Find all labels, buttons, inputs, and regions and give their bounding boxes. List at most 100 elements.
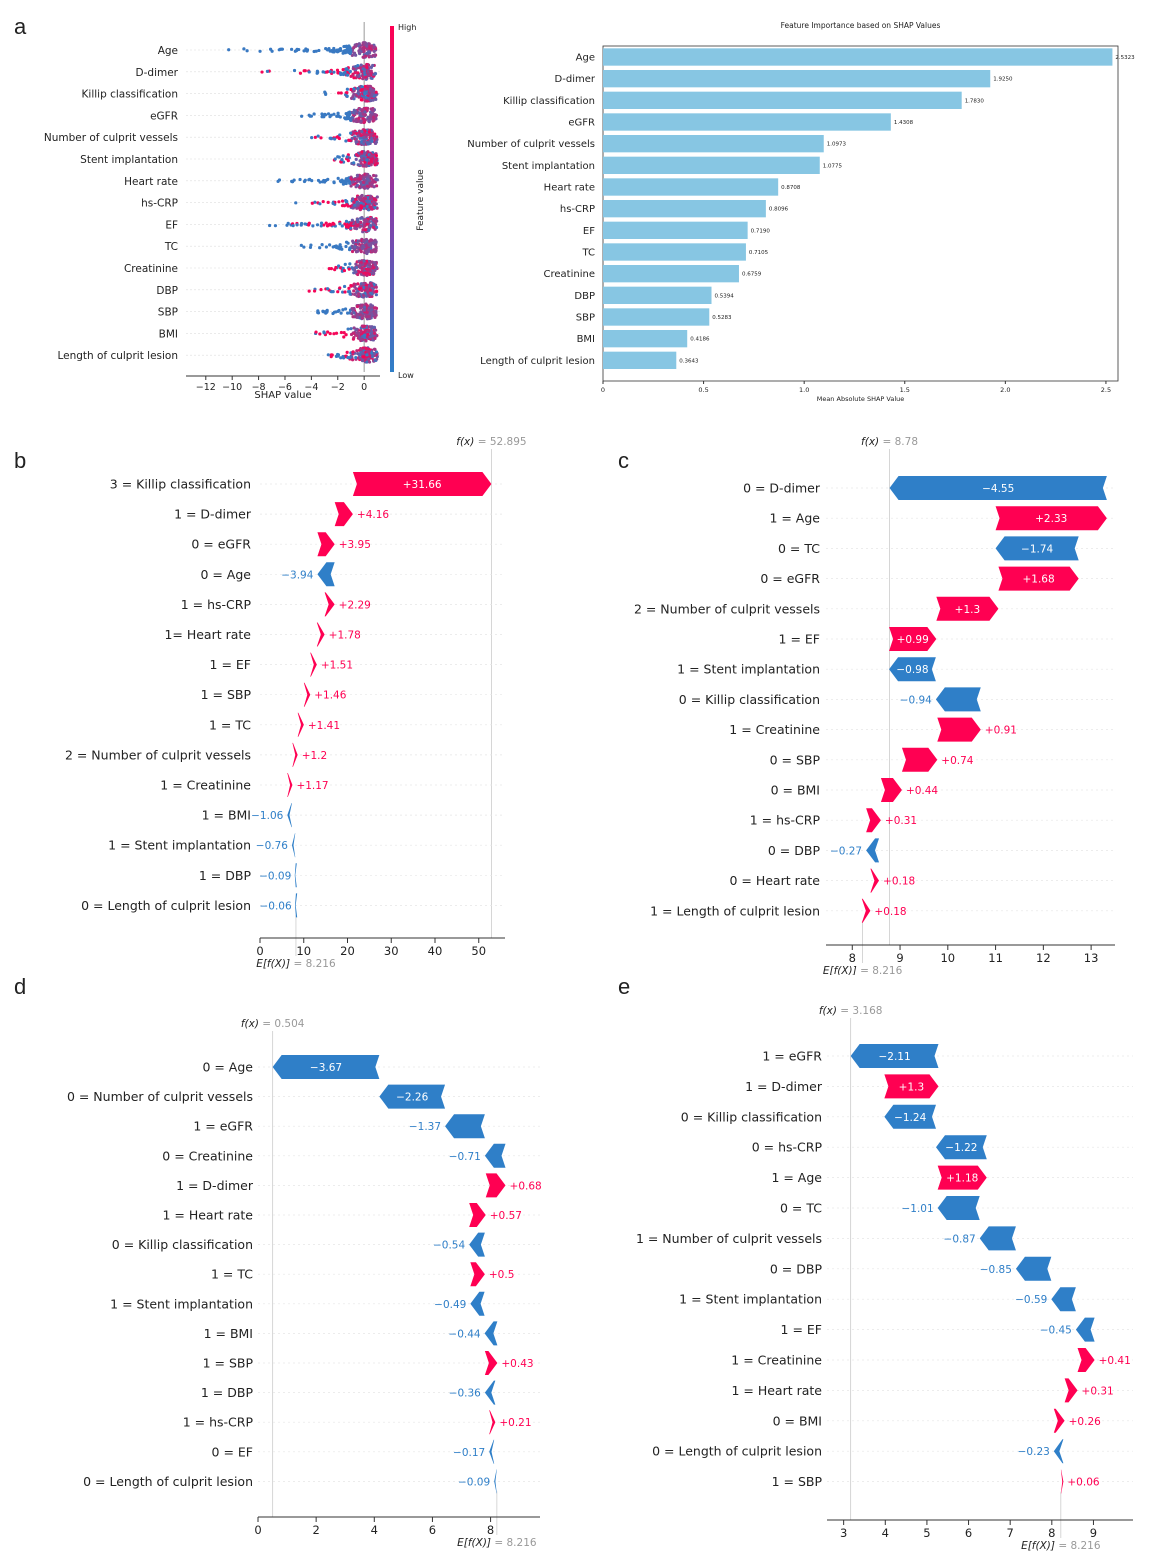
feature-label-1-bmi: 1 = BMI [202,808,251,823]
feature-label-0-killip-classification: 0 = Killip classification [679,692,820,707]
swarm-point [302,49,306,53]
swarm-point [353,197,358,202]
bar-dbp [603,286,712,304]
value-label-1-hs-crp: +0.21 [499,1417,531,1429]
swarm-point [371,115,376,119]
swarm-point [368,84,373,89]
swarm-point [352,326,356,330]
bar-1-heart-rate [316,622,325,647]
swarm-point [328,243,332,247]
bar-1-stent-implantation [1051,1287,1076,1312]
bar-1-creatinine [1077,1348,1095,1372]
bar-1-d-dimer [884,1074,939,1099]
swarm-point [365,65,369,69]
swarm-point [350,218,354,222]
feature-label-1-egfr: 1 = eGFR [193,1119,253,1134]
bar-1-ef [1075,1317,1095,1342]
bar-3-killip-classification [352,472,492,496]
bar-1-tc [470,1262,485,1287]
x-tick-label: −12 [196,382,216,393]
x-tick-label: 1.5 [900,386,910,394]
swarm-point [353,70,357,75]
swarm-point [348,292,352,296]
colorbar [390,26,394,372]
feature-label-1-sbp: 1 = SBP [203,1356,254,1371]
feature-label-0-length-of-culprit-lesion: 0 = Length of culprit lesion [652,1444,822,1459]
swarm-point [322,331,326,335]
value-label-1-number-of-culprit-vessels: −0.87 [944,1233,976,1245]
swarm-point [373,347,377,352]
swarm-point [353,177,357,182]
x-tick-label: 0.5 [698,386,708,394]
swarm-point [359,98,363,102]
swarm-point [321,70,325,74]
swarm-point [362,157,366,161]
bar-0-number-of-culprit-vessels [379,1084,446,1109]
swarm-point [357,239,362,243]
swarm-point [303,178,307,182]
swarm-point [372,331,377,335]
swarm-point [336,111,340,115]
bar-1-tc [297,712,304,737]
value-label-1-egfr: −1.37 [409,1121,441,1133]
swarm-point [310,201,314,205]
value-label-hs-crp: 0.8096 [769,207,789,213]
swarm-point [349,184,353,188]
category-label-hs-crp: hs-CRP [560,204,595,215]
swarm-point [316,134,320,138]
swarm-point [347,267,351,271]
swarm-point [374,289,379,293]
swarm-point [332,222,336,226]
swarm-point [365,315,370,319]
swarm-point [375,195,379,199]
value-label-0-dbp: −0.27 [830,845,862,857]
bar-1-stent-implantation [889,657,936,682]
swarm-point [358,51,362,55]
value-label-1-bmi: −1.06 [251,810,283,822]
value-label-1-sbp: +0.06 [1067,1477,1099,1489]
swarm-point [316,178,321,183]
value-label-0-killip-classification: −0.94 [900,694,932,706]
swarm-point [337,200,341,204]
panel-label-a: a [14,14,27,39]
swarm-point [344,333,348,337]
bar-0-heart-rate [870,868,880,893]
swarm-point [344,139,348,143]
swarm-point [356,249,360,253]
swarm-point [365,44,369,48]
swarm-point [290,47,294,51]
swarm-point [363,110,367,114]
feature-label-1-stent-implantation: 1 = Stent implantation [679,1292,822,1307]
bar-heart-rate [603,178,779,196]
swarm-point [353,245,357,249]
swarm-point [352,161,356,165]
value-label-1-heart-rate: +0.31 [1082,1385,1114,1397]
x-tick-label: −4 [304,382,318,393]
swarm-point [359,201,363,205]
swarm-point [319,288,323,292]
swarm-point [305,49,309,53]
swarm-point [372,269,376,273]
swarm-point [356,272,360,277]
swarm-point [355,94,359,98]
x-tick-label: 3 [840,1526,847,1540]
value-label-0-length-of-culprit-lesion: −0.23 [1018,1446,1050,1458]
swarm-sbp [316,302,379,321]
bar-sbp [603,308,710,326]
swarm-point [355,183,360,187]
swarm-point [363,333,367,337]
swarm-point [362,163,366,167]
bar-1-stent-implantation [291,833,296,858]
swarm-point [361,197,365,202]
efx-label: E[f(X)] = 8.216 [823,965,903,975]
swarm-point [328,331,332,336]
swarm-point [326,353,330,357]
swarm-point [336,353,341,357]
feature-label-1-creatinine: 1 = Creatinine [160,778,251,793]
swarm-point [356,64,360,68]
value-label-egfr: 1.4308 [894,120,914,126]
fx-label: f(x) = 0.504 [241,1018,305,1030]
swarm-point [352,282,356,286]
swarm-killip-classification [323,84,379,103]
swarm-point [359,260,363,265]
